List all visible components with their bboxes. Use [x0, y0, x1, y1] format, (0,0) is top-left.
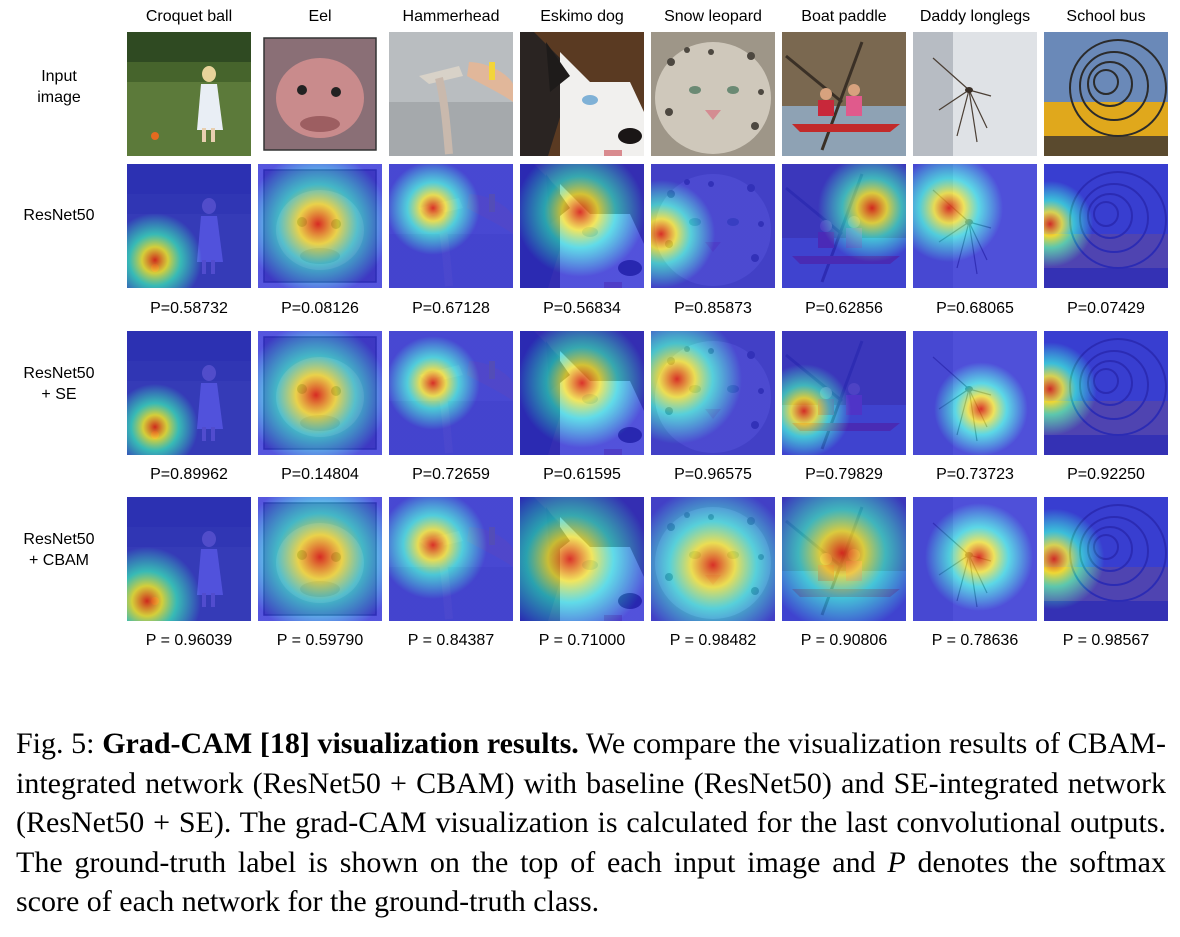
softmax-score: P=0.72659: [412, 466, 490, 483]
softmax-score: P=0.68065: [936, 300, 1014, 317]
heat-paddle: [782, 164, 906, 288]
softmax-score: P = 0.98567: [1062, 632, 1150, 649]
softmax-score: P=0.92250: [1067, 466, 1145, 483]
heat-bus: [1044, 497, 1168, 621]
heat-eskimo: [520, 164, 644, 288]
softmax-score: P=0.08126: [281, 300, 359, 317]
softmax-score: P=0.62856: [805, 300, 883, 317]
figure-caption: Fig. 5: Grad-CAM [18] visualization resu…: [16, 724, 1166, 922]
row-label: ResNet50: [23, 365, 95, 382]
softmax-score: P=0.85873: [674, 300, 752, 317]
heat-spider: [913, 497, 1037, 621]
column-label: Hammerhead: [402, 8, 500, 25]
softmax-score: P = 0.90806: [800, 632, 888, 649]
softmax-score: P = 0.84387: [407, 632, 495, 649]
softmax-score: P=0.67128: [412, 300, 490, 317]
heat-eel: [258, 164, 382, 288]
heat-eel: [258, 497, 382, 621]
input-croquet-ball: [127, 32, 251, 156]
softmax-score: P = 0.98482: [669, 632, 757, 649]
softmax-score: P=0.58732: [150, 300, 228, 317]
softmax-score: P=0.56834: [543, 300, 621, 317]
heat-leopard: [651, 331, 775, 455]
caption-text-2: denotes the softmax score of each networ…: [16, 845, 1166, 919]
row-label: image: [37, 89, 81, 106]
softmax-score: P = 0.59790: [276, 632, 364, 649]
softmax-score: P = 0.78636: [931, 632, 1019, 649]
input-school-bus: [1044, 32, 1168, 156]
heat-eskimo: [520, 497, 644, 621]
row-label: Input: [41, 68, 77, 85]
heat-leopard: [651, 164, 775, 288]
row-label: + SE: [41, 386, 77, 403]
softmax-score: P = 0.96039: [145, 632, 233, 649]
column-label: Boat paddle: [801, 8, 887, 25]
caption-symbol-p: P: [887, 845, 906, 879]
softmax-score: P=0.89962: [150, 466, 228, 483]
softmax-score: P=0.79829: [805, 466, 883, 483]
column-label: Eel: [308, 8, 332, 25]
caption-text-1: We compare the visualization results of …: [16, 727, 1166, 879]
heat-paddle: [782, 497, 906, 621]
softmax-score: P = 0.71000: [538, 632, 626, 649]
heat-eskimo: [520, 331, 644, 455]
input-snow-leopard: [651, 32, 775, 156]
softmax-score: P=0.96575: [674, 466, 752, 483]
heat-bus: [1044, 331, 1168, 455]
heat-croquet: [127, 164, 251, 288]
column-label: Eskimo dog: [540, 8, 624, 25]
softmax-score: P=0.61595: [543, 466, 621, 483]
heat-bus: [1044, 164, 1168, 288]
caption-prefix: Fig. 5:: [16, 727, 103, 760]
heat-eel: [258, 331, 382, 455]
input-eskimo-dog: [520, 32, 644, 156]
softmax-score: P=0.73723: [936, 466, 1014, 483]
input-daddy-longlegs: [913, 32, 1037, 156]
heat-croquet: [127, 331, 251, 455]
row-label: ResNet50: [23, 207, 95, 224]
softmax-score: P=0.07429: [1067, 300, 1145, 317]
heat-paddle: [782, 331, 906, 455]
heat-leopard: [651, 497, 775, 621]
heat-hammerhead: [389, 497, 513, 621]
row-label: ResNet50: [23, 531, 95, 548]
column-label: Daddy longlegs: [919, 8, 1031, 25]
heat-hammerhead: [389, 331, 513, 455]
caption-title: Grad-CAM [18] visualization results.: [102, 727, 579, 760]
column-label: School bus: [1066, 8, 1146, 25]
input-boat-paddle: [782, 32, 906, 156]
column-label: Snow leopard: [664, 8, 762, 25]
column-label: Croquet ball: [145, 8, 233, 25]
row-label: + CBAM: [28, 552, 89, 569]
input-hammerhead: [389, 32, 513, 156]
heat-spider: [913, 331, 1037, 455]
softmax-score: P=0.14804: [281, 466, 359, 483]
heat-hammerhead: [389, 164, 513, 288]
heat-spider: [913, 164, 1037, 288]
input-eel: [258, 32, 382, 156]
heat-croquet: [127, 497, 251, 621]
